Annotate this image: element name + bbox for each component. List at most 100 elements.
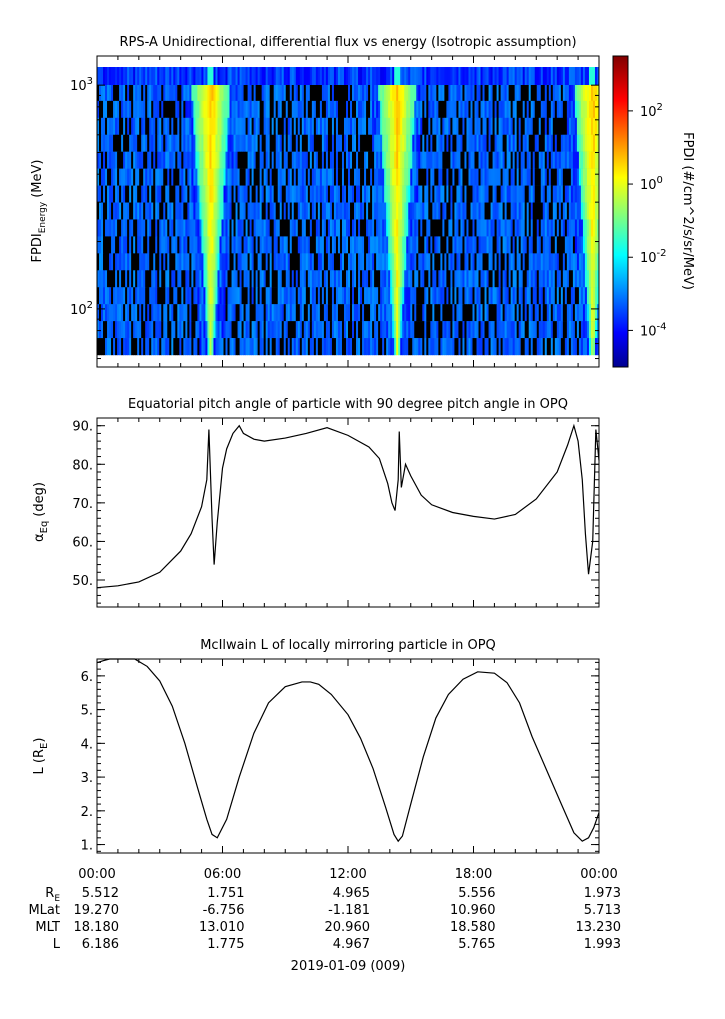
spectrogram-cell — [502, 117, 506, 135]
spectrogram-cell — [255, 321, 259, 339]
spectrogram-cell — [141, 219, 144, 237]
spectrogram-cell — [115, 338, 118, 356]
spectrogram-cell — [141, 134, 144, 152]
spectrogram-cell — [546, 202, 550, 220]
spectrogram-cell — [428, 253, 431, 271]
spectrogram-cell — [484, 338, 487, 356]
spectrogram-cell — [139, 202, 142, 220]
spectrogram-cell — [131, 219, 134, 237]
spectrogram-cell — [550, 151, 554, 169]
spectrogram-cell — [135, 202, 138, 220]
spectrogram-cell — [133, 67, 136, 85]
spectrogram-cell — [432, 117, 435, 135]
spectrogram-cell — [402, 253, 405, 271]
spectrogram-cell — [562, 67, 566, 85]
spectrogram-cell — [331, 253, 335, 271]
spectrogram-cell — [285, 117, 289, 135]
spectrogram-cell — [486, 287, 489, 305]
spectrogram-cell — [313, 270, 317, 288]
spectrogram-cell — [410, 219, 413, 237]
spectrogram-cell — [432, 202, 435, 220]
spectrogram-cell — [99, 168, 102, 186]
spectrogram-cell — [520, 338, 524, 356]
spectrogram-cell — [225, 168, 228, 186]
spectrogram-cell — [311, 202, 315, 220]
spectrogram-cell — [464, 100, 467, 119]
spectrogram-cell — [540, 321, 544, 339]
spectrogram-cell — [157, 117, 160, 135]
spectrogram-cell — [181, 117, 184, 135]
spectrogram-cell — [544, 338, 548, 356]
spectrogram-cell — [522, 219, 526, 237]
spectrogram-cell — [498, 134, 502, 152]
spectrogram-cell — [197, 338, 200, 356]
spectrogram-cell — [341, 287, 345, 305]
spectrogram-cell — [211, 202, 214, 220]
spectrogram-cell — [263, 100, 267, 119]
spectrogram-cell — [127, 287, 130, 305]
spectrogram-cell — [159, 338, 162, 356]
spectrogram-cell — [269, 202, 273, 220]
spectrogram-cell — [323, 202, 327, 220]
spectrogram-cell — [540, 117, 544, 135]
spectrogram-y-tick-label-1-exponent: 3 — [87, 76, 93, 87]
spectrogram-cell — [113, 151, 116, 169]
spectrogram-cell — [442, 134, 445, 152]
spectrogram-cell — [207, 270, 210, 288]
spectrogram-cell — [99, 151, 102, 169]
spectrogram-cell — [450, 185, 453, 203]
spectrogram-cell — [333, 287, 337, 305]
spectrogram-cell — [145, 338, 148, 356]
spectrogram-cell — [99, 117, 102, 135]
spectrogram-cell — [386, 202, 389, 220]
spectrogram-cell — [488, 117, 491, 135]
colorbar-tick-label-3: 10-4 — [640, 321, 667, 339]
spectrogram-cell — [384, 253, 387, 271]
spectrogram-cell — [343, 168, 347, 186]
spectrogram-cell — [374, 134, 377, 152]
spectrogram-cell — [554, 338, 558, 356]
spectrogram-cell — [512, 67, 516, 85]
ephemeris-value: 10.960 — [450, 903, 496, 918]
spectrogram-cell — [490, 338, 493, 356]
spectrogram-cell — [229, 270, 232, 288]
spectrogram-cell — [333, 117, 337, 135]
spectrogram-cell — [165, 287, 168, 305]
spectrogram-cell — [241, 83, 244, 102]
spectrogram-cell — [191, 83, 194, 102]
spectrogram-cell — [426, 117, 429, 135]
spectrogram-cell — [243, 270, 246, 288]
spectrogram-cell — [217, 202, 220, 220]
spectrogram-cell — [518, 236, 522, 254]
spectrogram-cell — [127, 219, 130, 237]
spectrogram-cell — [364, 253, 367, 271]
spectrogram-cell — [554, 117, 558, 135]
spectrogram-cell — [203, 270, 206, 288]
spectrogram-cell — [540, 236, 544, 254]
spectrogram-cell — [420, 185, 423, 203]
spectrogram-cell — [370, 185, 373, 203]
spectrogram-cell — [562, 253, 566, 271]
spectrogram-cell — [167, 151, 170, 169]
spectrogram-cell — [574, 151, 578, 169]
spectrogram-cell — [129, 219, 132, 237]
spectrogram-cell — [422, 270, 425, 288]
spectrogram-cell — [590, 100, 594, 119]
spectrogram-cell — [277, 168, 281, 186]
spectrogram-cell — [253, 168, 257, 186]
spectrogram-cell — [570, 236, 574, 254]
spectrogram-cell — [139, 270, 142, 288]
spectrogram-cell — [231, 83, 234, 102]
spectrogram-cell — [418, 83, 421, 102]
spectrogram-cell — [203, 321, 206, 339]
spectrogram-cell — [165, 270, 168, 288]
spectrogram-cell — [466, 134, 469, 152]
spectrogram-cell — [362, 253, 365, 271]
spectrogram-cell — [103, 321, 106, 339]
ephemeris-value: 1.751 — [207, 886, 244, 901]
spectrogram-cell — [121, 100, 124, 119]
spectrogram-cell — [526, 236, 530, 254]
spectrogram-cell — [177, 117, 180, 135]
spectrogram-cell — [121, 168, 124, 186]
spectrogram-cell — [452, 185, 455, 203]
